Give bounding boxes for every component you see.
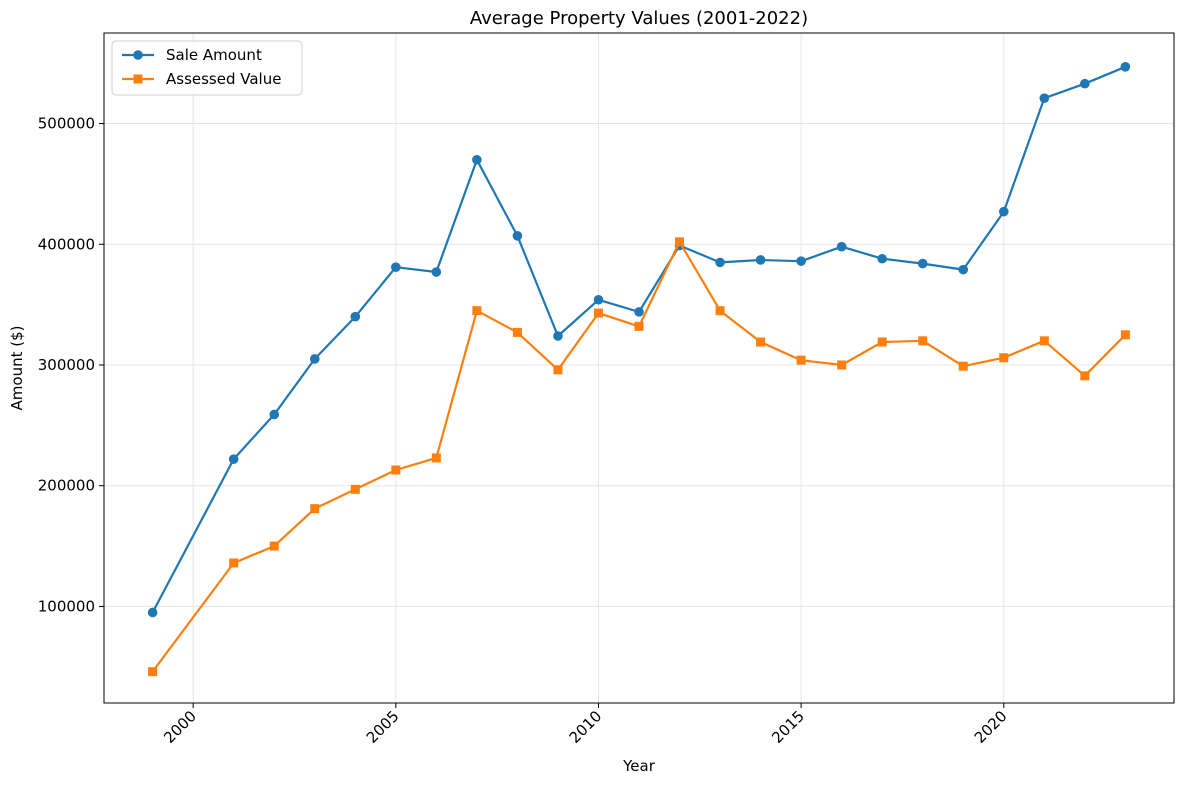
data-point <box>837 360 847 370</box>
data-point <box>918 336 928 346</box>
x-axis-label: Year <box>622 757 656 775</box>
y-tick-label: 400000 <box>38 235 95 253</box>
data-point <box>796 355 806 365</box>
y-tick-label: 200000 <box>38 477 95 495</box>
data-point <box>634 307 644 317</box>
data-point <box>715 306 725 316</box>
legend-marker <box>133 50 143 60</box>
data-point <box>1080 78 1090 89</box>
data-point <box>269 409 280 420</box>
data-point <box>350 311 361 322</box>
data-point <box>877 253 887 264</box>
x-tick-label: 2020 <box>971 707 1011 747</box>
data-point <box>350 484 360 494</box>
data-point <box>755 255 766 265</box>
x-tick-label: 2015 <box>768 707 808 747</box>
legend-box <box>111 40 303 96</box>
plot-frame <box>103 32 1175 704</box>
data-point <box>675 237 685 247</box>
legend: Sale Amount Assessed Value <box>111 40 303 96</box>
series-line <box>151 240 1127 673</box>
grid-lines <box>104 33 1174 703</box>
data-point <box>999 353 1009 363</box>
series-layer <box>147 62 1131 677</box>
data-point <box>309 354 320 364</box>
data-point <box>472 154 482 165</box>
data-point <box>391 465 401 475</box>
series-assessed-value <box>148 237 1130 677</box>
data-point <box>958 264 969 275</box>
data-point <box>593 308 603 318</box>
axis-ticks: 100000 200000 300000 400000 500000 2000 2005 20… <box>38 115 1011 747</box>
data-point <box>998 206 1009 217</box>
data-point <box>553 365 563 375</box>
data-point <box>391 262 401 272</box>
legend-label: Assessed Value <box>166 70 281 88</box>
data-point <box>147 607 158 618</box>
data-point <box>512 327 522 337</box>
y-tick-label: 300000 <box>38 356 95 374</box>
series-line <box>151 65 1126 614</box>
legend-marker <box>133 74 143 84</box>
data-point <box>310 504 320 514</box>
data-point <box>593 294 604 305</box>
data-point <box>1120 62 1131 72</box>
data-point <box>228 454 239 464</box>
data-point <box>836 241 847 252</box>
legend-label: Sale Amount <box>166 46 262 64</box>
data-point <box>553 331 563 341</box>
data-point <box>634 321 644 331</box>
data-point <box>877 337 887 347</box>
y-tick-label: 100000 <box>38 597 95 615</box>
data-point <box>1039 93 1050 103</box>
data-point <box>1039 336 1049 346</box>
data-point <box>472 306 482 316</box>
data-point <box>148 667 158 677</box>
data-point <box>917 258 928 269</box>
data-point <box>229 558 239 568</box>
data-point <box>715 257 725 268</box>
y-tick-label: 500000 <box>38 115 95 133</box>
data-point <box>431 453 441 463</box>
data-point <box>1080 371 1090 381</box>
data-point <box>958 361 968 371</box>
data-point <box>269 541 279 551</box>
data-point <box>756 337 766 347</box>
y-axis-label: Amount ($) <box>8 326 26 411</box>
chart-title: Average Property Values (2001-2022) <box>470 8 808 29</box>
x-tick-label: 2000 <box>160 707 200 747</box>
data-point <box>1120 330 1130 340</box>
data-point <box>431 267 442 277</box>
data-point <box>512 231 523 241</box>
x-tick-label: 2010 <box>566 707 606 747</box>
series-sale-amount <box>147 62 1131 618</box>
data-point <box>796 256 806 266</box>
x-tick-label: 2005 <box>363 707 403 747</box>
